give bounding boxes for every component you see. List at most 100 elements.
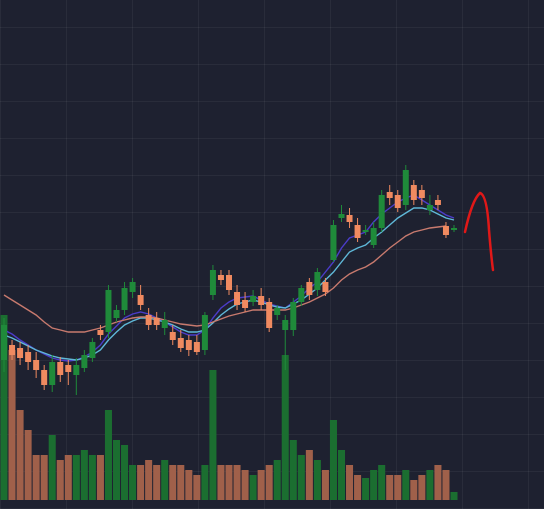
volume-bar (442, 470, 450, 500)
volume-bar (346, 465, 354, 500)
candle-body (41, 370, 48, 385)
candle-body (17, 348, 24, 358)
candle-body (258, 296, 265, 305)
candle-body (185, 340, 192, 350)
candle-body (33, 360, 40, 370)
volume-bar (104, 410, 112, 500)
candle-body (338, 214, 345, 218)
candle-body (290, 302, 297, 330)
volume-bar (273, 460, 281, 500)
candle-body (306, 282, 313, 295)
volume-bar (40, 455, 48, 500)
annotation-stroke (463, 191, 495, 272)
candle-body (330, 225, 337, 260)
candle-body (1, 325, 7, 360)
volume-bar (112, 440, 121, 500)
candle-body (129, 282, 136, 292)
volume-bar (289, 440, 297, 500)
volume-bar (426, 470, 434, 500)
volume-bar (0, 315, 8, 500)
candle-body (298, 288, 305, 302)
volume-bar (121, 445, 129, 500)
volume-bar (370, 470, 378, 500)
volume-bar (321, 470, 329, 500)
candle-body (418, 190, 425, 198)
volume-bar (201, 465, 209, 500)
volume-bar (410, 480, 418, 500)
candle-body (97, 330, 104, 335)
volume-bar (386, 475, 394, 500)
volume-bar (145, 460, 153, 500)
volume-bar (281, 355, 289, 500)
volume-bar (24, 430, 32, 500)
candle-body (322, 282, 329, 292)
candle-body (201, 315, 208, 350)
candle-body (49, 362, 56, 385)
volume-bar (241, 470, 249, 500)
candle-body (137, 295, 144, 305)
candle-body (346, 215, 353, 222)
candle-body (242, 300, 249, 308)
candle-body (434, 200, 441, 205)
candle-body (153, 318, 160, 325)
candle-body (25, 352, 32, 362)
volume-bar (169, 465, 177, 500)
candle-body (266, 302, 273, 328)
candle-body (234, 292, 241, 305)
candle-body (386, 192, 393, 198)
volume-bar (249, 475, 257, 500)
candle-body (9, 345, 16, 355)
candle-body (121, 288, 128, 310)
moving-average-line (3, 207, 455, 361)
candle-body (402, 170, 409, 205)
candle-body (177, 338, 184, 348)
candle-body (442, 226, 449, 235)
volume-bar (434, 465, 442, 500)
candle-body (362, 230, 369, 232)
candle-body (426, 205, 433, 210)
volume-bar (362, 478, 370, 500)
volume-bar (225, 465, 233, 500)
candle-body (394, 195, 401, 208)
volume-panel (0, 315, 458, 500)
candle-body (282, 320, 289, 330)
volume-bar (88, 455, 96, 500)
volume-bar (64, 455, 72, 500)
volume-bar (329, 420, 337, 500)
volume-bar (185, 470, 193, 500)
candle-body (274, 308, 281, 315)
volume-bar (32, 455, 40, 500)
volume-bar (80, 450, 88, 500)
candle-body (217, 275, 224, 280)
volume-bar (217, 465, 225, 500)
candle-body (451, 228, 457, 230)
candle-body (65, 365, 72, 372)
candle-body (410, 185, 417, 200)
volume-bar (233, 465, 241, 500)
volume-bar (177, 465, 185, 500)
volume-bar (56, 460, 64, 500)
candles (1, 165, 457, 395)
candle-body (57, 362, 64, 375)
volume-bar (16, 410, 24, 500)
volume-bar (72, 455, 80, 500)
candle-body (73, 365, 80, 375)
volume-bar (450, 492, 458, 500)
volume-bar (209, 370, 217, 500)
candle-body (89, 342, 96, 358)
volume-bar (354, 475, 362, 500)
volume-bar (153, 465, 161, 500)
volume-bar (8, 350, 16, 500)
candle-body (378, 195, 385, 228)
candle-body (81, 355, 88, 368)
volume-bar (337, 450, 346, 500)
candle-body (145, 315, 152, 325)
candle-body (354, 225, 361, 238)
candle-body (209, 270, 216, 295)
volume-bar (378, 465, 386, 500)
volume-bar (129, 465, 137, 500)
volume-bar (161, 460, 169, 500)
volume-bar (193, 475, 201, 500)
